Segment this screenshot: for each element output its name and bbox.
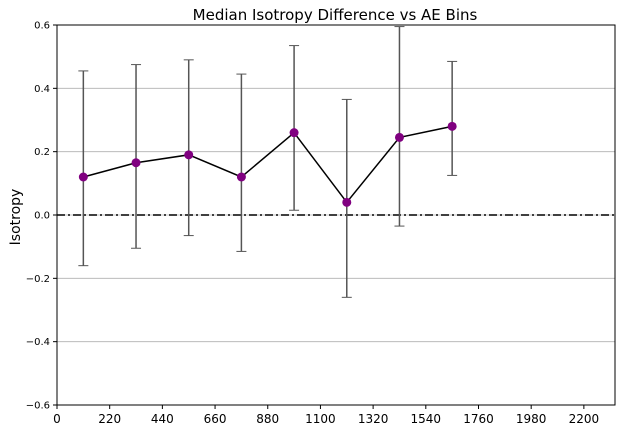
data-point <box>184 150 194 160</box>
x-tick-label: 660 <box>204 412 227 426</box>
data-markers <box>78 121 457 207</box>
y-axis-label: Isotropy <box>8 189 24 246</box>
x-axis-ticks: 0 220 440 660 880 1100 1320 1540 1760 1980 2200 <box>53 405 599 426</box>
x-tick-label: 2200 <box>569 412 600 426</box>
x-tick-label: 0 <box>53 412 61 426</box>
data-point <box>394 132 404 142</box>
y-tick-label: −0.6 <box>26 401 50 412</box>
x-tick-label: 1540 <box>411 412 442 426</box>
x-tick-label: 220 <box>98 412 121 426</box>
data-point <box>236 172 246 182</box>
y-tick-label: 0.4 <box>34 84 50 95</box>
x-tick-label: 1100 <box>305 412 336 426</box>
x-tick-label: 440 <box>151 412 174 426</box>
data-point <box>131 158 141 168</box>
data-point <box>447 121 457 131</box>
data-point <box>342 197 352 207</box>
y-tick-label: −0.2 <box>26 274 50 285</box>
data-point <box>78 172 88 182</box>
y-tick-label: 0.6 <box>34 21 50 32</box>
x-tick-label: 1760 <box>463 412 494 426</box>
y-tick-label: −0.4 <box>26 337 50 348</box>
y-tick-label: 0.0 <box>34 211 50 222</box>
x-tick-label: 880 <box>256 412 279 426</box>
series-line <box>83 125 453 204</box>
median-line <box>83 125 453 204</box>
chart-title: Median Isotropy Difference vs AE Bins <box>193 6 478 24</box>
x-tick-label: 1980 <box>516 412 547 426</box>
x-tick-label: 1320 <box>358 412 389 426</box>
y-tick-label: 0.2 <box>34 147 50 158</box>
y-axis-ticks: −0.6 −0.4 −0.2 0.0 0.2 0.4 0.6 <box>26 21 57 412</box>
data-point <box>289 128 299 138</box>
